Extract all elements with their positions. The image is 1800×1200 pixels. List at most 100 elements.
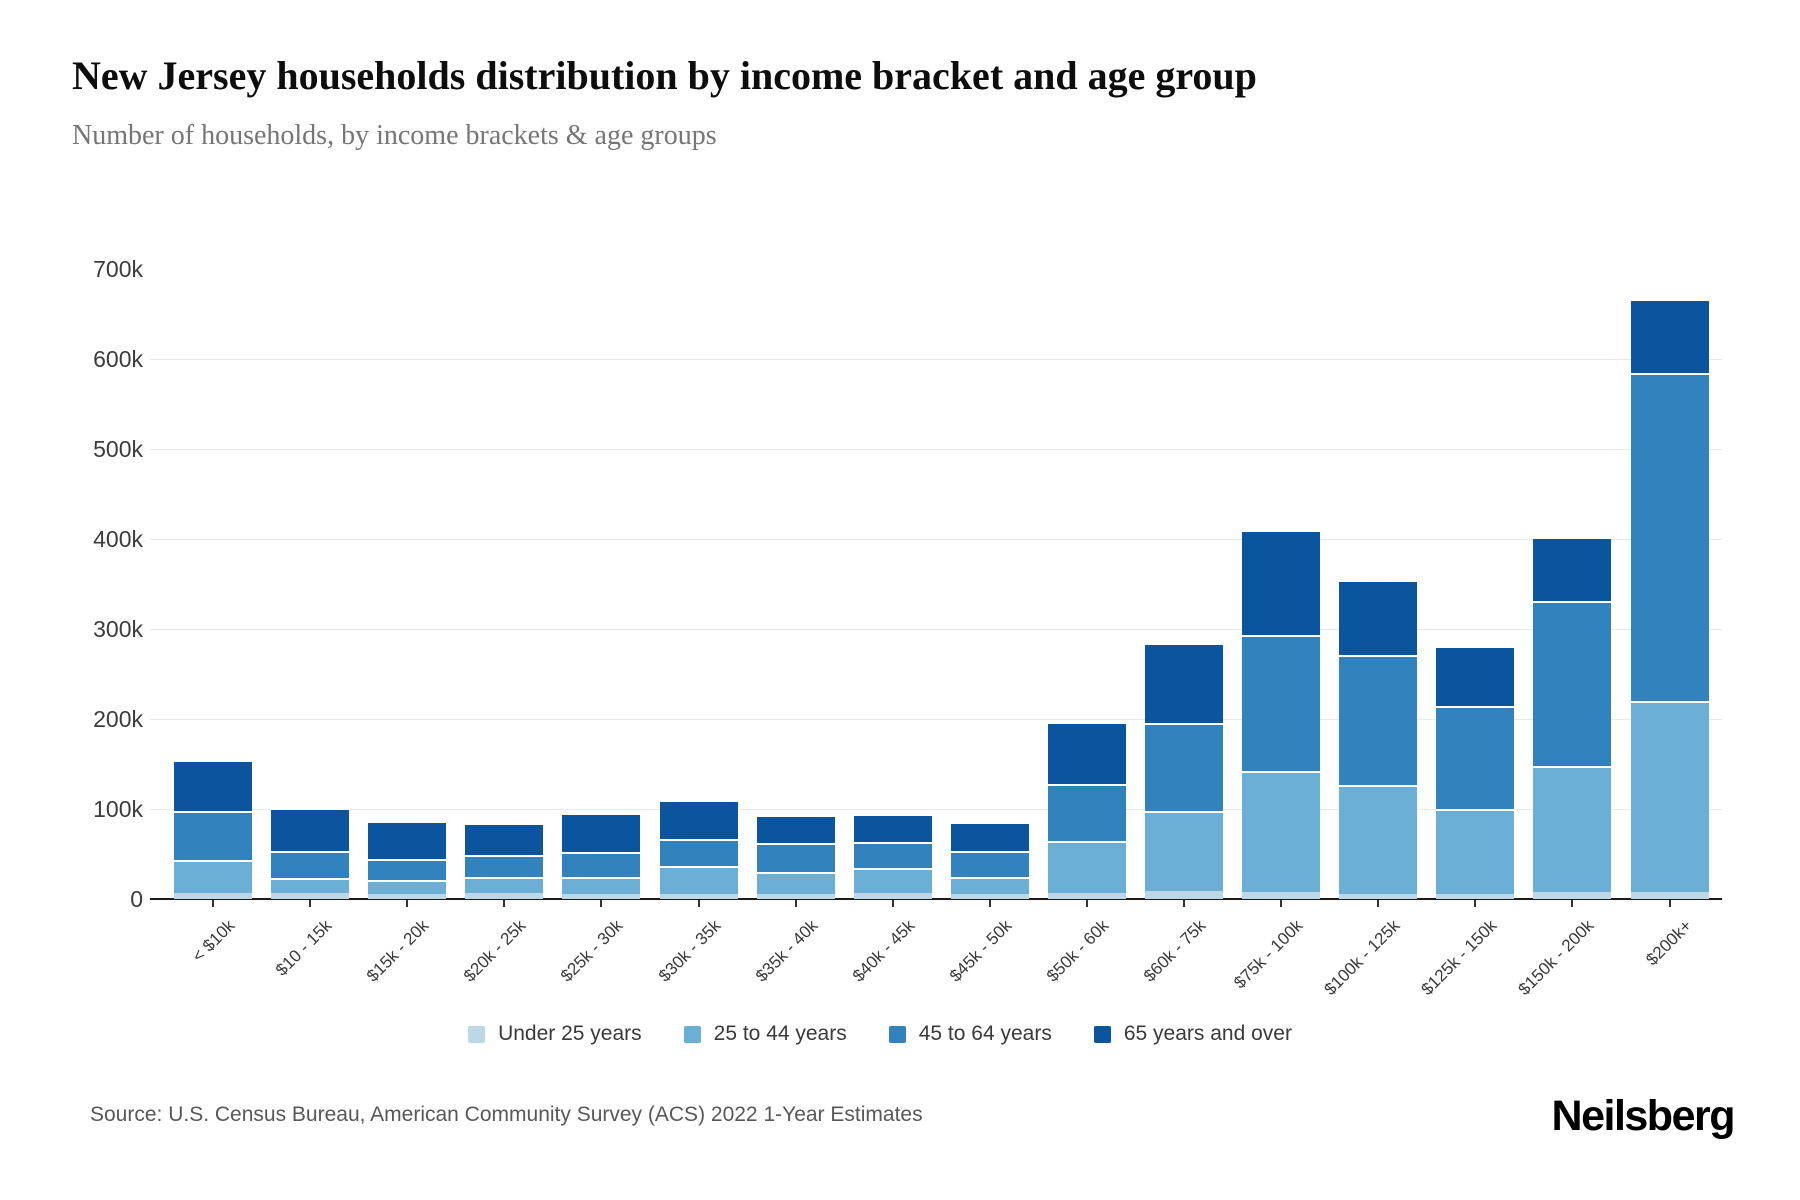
bar-segment[interactable]: [562, 893, 641, 899]
bar-segment[interactable]: [368, 880, 447, 894]
bar-segment[interactable]: [1436, 705, 1515, 810]
bar-segment[interactable]: [1145, 890, 1223, 899]
bar-segment[interactable]: [950, 893, 1029, 899]
bar-segment[interactable]: [1145, 642, 1223, 723]
bar-segment[interactable]: [368, 859, 447, 881]
bar-segment[interactable]: [174, 860, 252, 893]
bar-segment[interactable]: [1242, 530, 1321, 635]
x-axis-tick: [1377, 900, 1380, 907]
bar-segment[interactable]: [1145, 810, 1223, 891]
legend-item[interactable]: 45 to 64 years: [888, 1022, 1052, 1046]
x-axis-category-label: $10 - 15k: [271, 916, 336, 980]
bar-segment[interactable]: [1533, 891, 1612, 899]
bar-segment[interactable]: [1533, 765, 1612, 892]
x-axis-category-label: $75k - 100k: [1230, 916, 1307, 993]
bar-segment[interactable]: [562, 876, 641, 894]
bar-segment[interactable]: [756, 872, 835, 894]
bar-segment[interactable]: [562, 812, 641, 853]
bar-segment[interactable]: [950, 876, 1029, 894]
x-axis-tick: [406, 900, 409, 907]
bar-segment[interactable]: [368, 820, 447, 860]
y-axis-tick-label: 0: [130, 885, 143, 912]
legend-label: Under 25 years: [498, 1022, 642, 1045]
bar-segment[interactable]: [368, 893, 447, 899]
bar-segment[interactable]: [174, 892, 252, 899]
legend-label: 65 years and over: [1123, 1022, 1292, 1045]
bar-segment[interactable]: [1436, 893, 1515, 899]
bar-segment[interactable]: [1047, 721, 1126, 784]
bar-segment[interactable]: [659, 893, 738, 899]
bar-segment[interactable]: [853, 813, 932, 843]
legend-item[interactable]: 25 to 44 years: [683, 1022, 847, 1046]
y-axis-tick-label: 200k: [93, 705, 143, 732]
legend-label: 45 to 64 years: [918, 1022, 1052, 1045]
bar-segment[interactable]: [1630, 299, 1709, 374]
bar-segment[interactable]: [465, 892, 544, 899]
x-axis-category-label: $35k - 40k: [751, 916, 822, 986]
legend-item[interactable]: 65 years and over: [1093, 1022, 1292, 1046]
bar-segment[interactable]: [465, 822, 544, 855]
bar-segment[interactable]: [271, 878, 350, 893]
bar-segment[interactable]: [950, 851, 1029, 877]
bar-segment[interactable]: [1630, 891, 1709, 899]
x-axis-tick: [309, 900, 312, 907]
chart-legend: Under 25 years 25 to 44 years 45 to 64 yea…: [0, 1022, 1760, 1046]
bar-segment[interactable]: [659, 838, 738, 866]
gridline-300k: [150, 628, 1722, 630]
bar-segment[interactable]: [174, 810, 252, 861]
y-axis-tick-label: 100k: [93, 795, 143, 822]
x-axis-category-label: $45k - 50k: [945, 916, 1016, 986]
bar-segment[interactable]: [1533, 601, 1612, 766]
bar-segment[interactable]: [1630, 701, 1709, 892]
legend-item[interactable]: Under 25 years: [468, 1022, 642, 1046]
bar-segment[interactable]: [271, 808, 350, 852]
legend-label: 25 to 44 years: [713, 1022, 847, 1045]
y-axis-tick-label: 300k: [93, 615, 143, 642]
x-axis-category-label: $60k - 75k: [1139, 916, 1210, 986]
bar-segment[interactable]: [1436, 809, 1515, 894]
bar-segment[interactable]: [659, 800, 738, 839]
bar-segment[interactable]: [1339, 655, 1418, 785]
gridline-600k: [150, 359, 1722, 361]
y-axis-tick-label: 700k: [93, 256, 143, 283]
gridline-400k: [150, 538, 1722, 540]
x-axis-tick: [1668, 900, 1671, 907]
bar-segment[interactable]: [1145, 722, 1223, 811]
bar-segment[interactable]: [1047, 783, 1126, 842]
bar-segment[interactable]: [853, 868, 932, 893]
bar-segment[interactable]: [465, 854, 544, 878]
x-axis-tick: [1280, 900, 1283, 907]
bar-segment[interactable]: [659, 865, 738, 894]
bar-segment[interactable]: [1242, 771, 1321, 892]
bar-segment[interactable]: [1047, 892, 1126, 899]
bar-segment[interactable]: [1047, 841, 1126, 893]
x-axis-category-label: $200k+: [1641, 916, 1695, 970]
bar-segment[interactable]: [271, 892, 350, 899]
bar-segment[interactable]: [465, 877, 544, 893]
x-axis-tick: [1183, 900, 1185, 907]
x-axis-tick: [503, 900, 506, 907]
bar-segment[interactable]: [1339, 784, 1418, 894]
bar-segment[interactable]: [756, 843, 835, 873]
x-axis-tick: [212, 900, 214, 907]
y-axis-tick-label: 500k: [93, 436, 143, 462]
x-axis-category-label: $125k - 150k: [1417, 916, 1501, 999]
bar-segment[interactable]: [950, 821, 1029, 852]
bar-segment[interactable]: [1242, 634, 1321, 772]
bar-segment[interactable]: [853, 842, 932, 869]
bar-segment[interactable]: [174, 759, 252, 811]
x-axis-category-label: $20k - 25k: [460, 916, 530, 986]
bar-segment[interactable]: [853, 892, 932, 899]
bar-segment[interactable]: [562, 852, 641, 877]
bar-segment[interactable]: [1339, 579, 1418, 656]
bar-segment[interactable]: [756, 893, 835, 899]
bar-segment[interactable]: [756, 815, 835, 844]
bar-segment[interactable]: [1436, 646, 1515, 706]
x-axis-category-label: $40k - 45k: [848, 916, 919, 986]
bar-segment[interactable]: [271, 851, 350, 879]
bar-segment[interactable]: [1242, 891, 1321, 899]
bar-segment[interactable]: [1533, 536, 1612, 602]
page-title: New Jersey households distribution by in…: [72, 53, 1257, 98]
bar-segment[interactable]: [1339, 893, 1418, 899]
bar-segment[interactable]: [1630, 373, 1709, 702]
